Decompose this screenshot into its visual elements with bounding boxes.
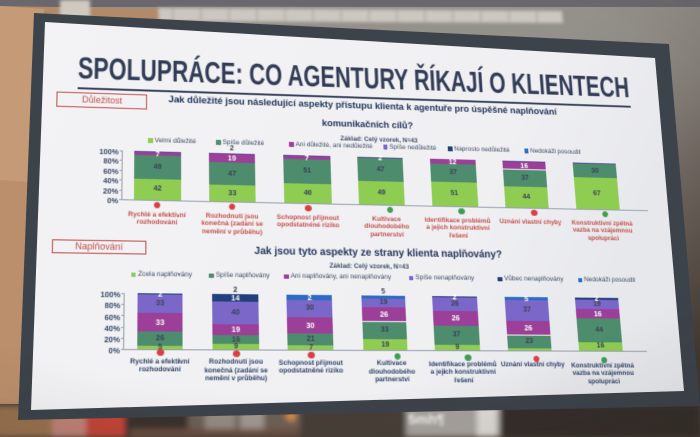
svg-text:5mh¶: 5mh¶ — [408, 411, 445, 427]
